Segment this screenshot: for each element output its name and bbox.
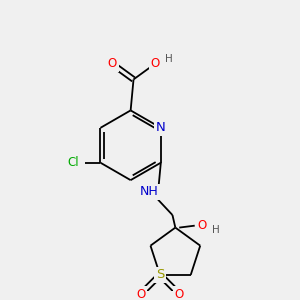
Text: O: O	[108, 57, 117, 70]
Text: O: O	[175, 288, 184, 300]
Text: H: H	[164, 54, 172, 64]
Text: S: S	[156, 268, 164, 281]
Text: N: N	[156, 121, 166, 134]
Text: Cl: Cl	[68, 156, 79, 169]
Text: NH: NH	[140, 185, 159, 198]
Text: O: O	[136, 288, 145, 300]
Text: H: H	[212, 224, 220, 235]
Text: O: O	[198, 219, 207, 232]
Text: O: O	[150, 57, 160, 70]
